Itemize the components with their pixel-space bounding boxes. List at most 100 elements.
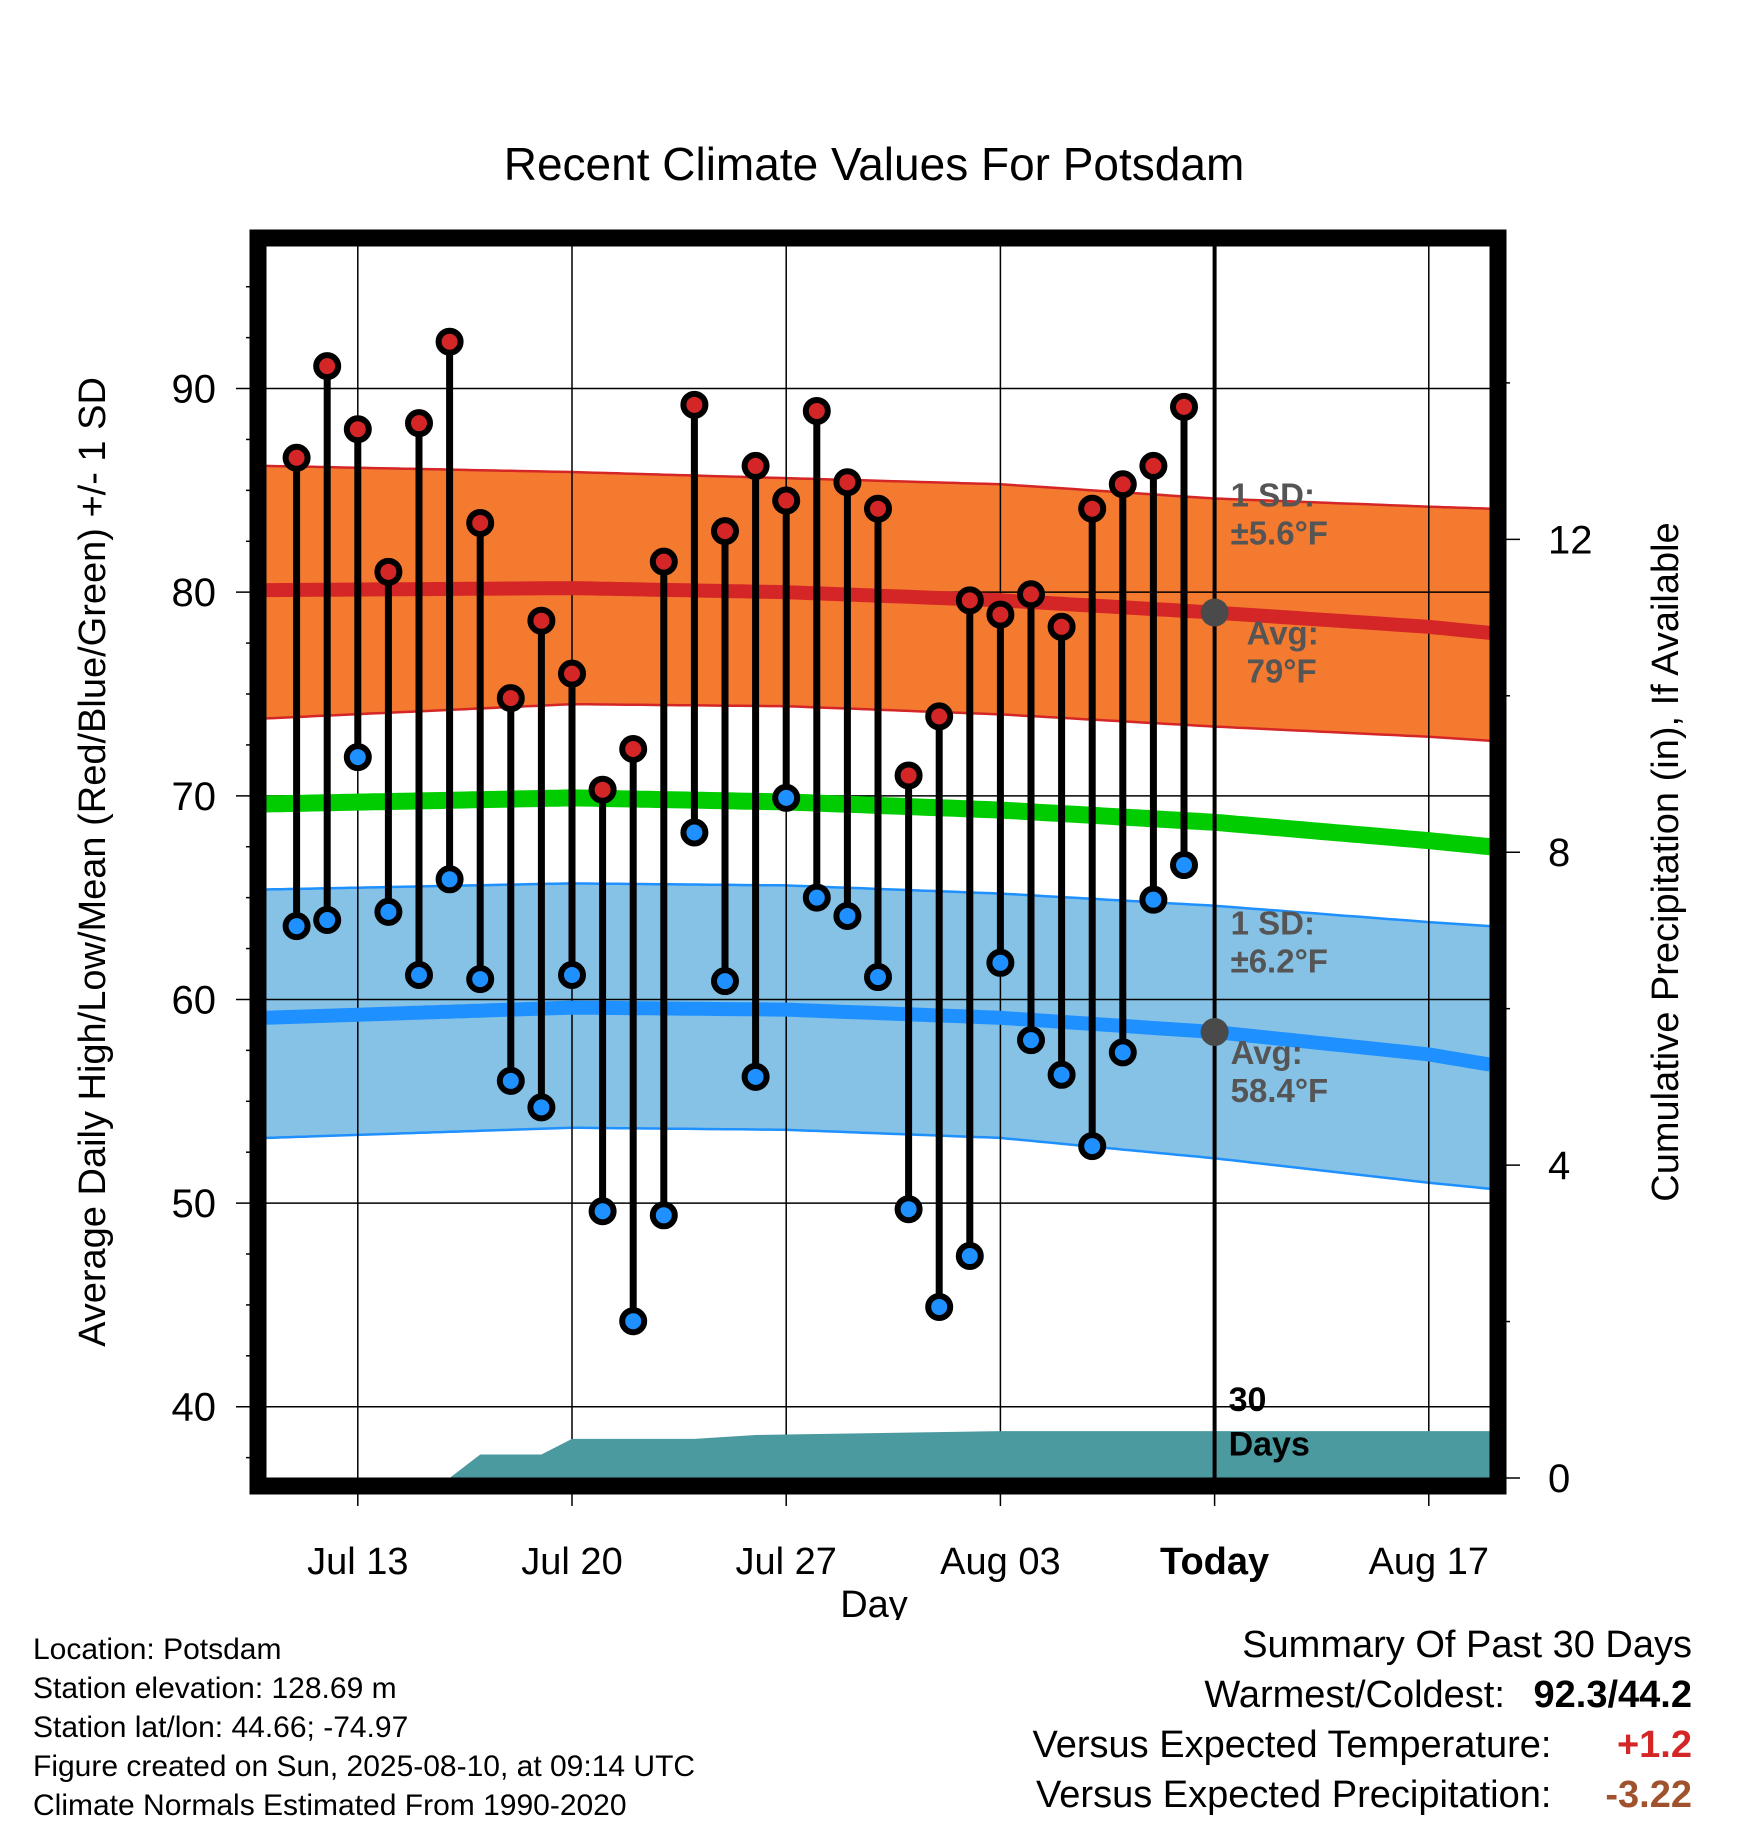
daily-low-point [802, 883, 831, 912]
daily-low-point [558, 961, 586, 990]
daily-high-point [772, 486, 801, 515]
daily-high-point [711, 517, 739, 546]
summary-precip: Versus Expected Precipitation: -3.22 [1033, 1770, 1692, 1820]
low-avg-label: Avg: [1231, 1034, 1303, 1071]
daily-high-point [1170, 392, 1198, 421]
daily-low-point [1078, 1132, 1107, 1161]
daily-low-point [711, 967, 739, 996]
daily-high-point [558, 659, 586, 688]
precip-value: -3.22 [1605, 1774, 1692, 1816]
today-high-avg-marker [1200, 598, 1229, 627]
y2-tick-label: 0 [1548, 1457, 1570, 1501]
x-tick-label: Jul 27 [735, 1541, 836, 1583]
daily-low-point [1017, 1026, 1045, 1055]
x-tick-label: Jul 20 [521, 1541, 622, 1583]
daily-low-point [1139, 885, 1168, 914]
y-tick-label: 80 [172, 571, 217, 615]
daily-high-point [649, 547, 678, 576]
daily-low-point [649, 1201, 678, 1230]
normals-text: Climate Normals Estimated From 1990-2020 [33, 1789, 627, 1822]
created-text: Figure created on Sun, 2025-08-10, at 09… [33, 1750, 696, 1783]
daily-low-point [833, 901, 862, 930]
daily-high-point [435, 327, 464, 356]
y2-tick-label: 8 [1548, 831, 1570, 875]
daily-low-point [1170, 851, 1198, 880]
daily-high-point [741, 451, 770, 480]
y-tick-label: 70 [172, 775, 217, 819]
daily-high-point [680, 390, 709, 419]
daily-high-point [527, 606, 556, 635]
high-avg-value: 79°F [1247, 653, 1317, 690]
warmest-value: 92.3 [1533, 1674, 1608, 1716]
low-avg-value: 58.4°F [1231, 1072, 1329, 1109]
daily-low-point [864, 963, 892, 992]
summary-panel: Summary Of Past 30 Days Warmest/Coldest:… [1033, 1620, 1692, 1820]
daily-high-point [1108, 470, 1137, 499]
daily-low-point [282, 912, 311, 941]
daily-low-point [1108, 1038, 1137, 1067]
daily-high-point [588, 775, 617, 804]
daily-low-point [496, 1066, 525, 1095]
today-low-avg-marker [1200, 1018, 1229, 1047]
daily-low-point [466, 965, 495, 994]
summary-temp: Versus Expected Temperature: +1.2 [1033, 1720, 1692, 1770]
daily-high-point [894, 761, 923, 790]
daily-high-point [374, 557, 403, 586]
low-sd-label: 1 SD: [1231, 904, 1315, 941]
daily-low-point [741, 1062, 770, 1091]
low-sd-value: ±6.2°F [1231, 942, 1328, 979]
y2-axis-title: Cumulative Precipitation (in), If Availa… [1645, 522, 1687, 1201]
daily-high-point [313, 352, 342, 381]
summary-title: Summary Of Past 30 Days [1242, 1624, 1692, 1666]
summary-warm-cold: Warmest/Coldest: 92.3/44.2 [1033, 1670, 1692, 1720]
daily-low-point [374, 897, 403, 926]
low-avg-line [266, 1000, 1490, 1072]
x-axis-title: Day [840, 1584, 908, 1620]
daily-low-point [955, 1242, 984, 1271]
y-tick-label: 40 [172, 1386, 217, 1430]
daily-high-point [405, 409, 433, 438]
daily-high-point [619, 734, 648, 763]
precip-label: Versus Expected Precipitation: [1036, 1774, 1552, 1816]
daily-high-point [833, 468, 862, 497]
high-avg-label: Avg: [1247, 615, 1319, 652]
daily-high-point [496, 684, 525, 713]
daily-high-point [343, 415, 372, 444]
daily-high-point [466, 508, 495, 537]
y-axis-title: Average Daily High/Low/Mean (Red/Blue/Gr… [72, 377, 114, 1347]
temp-label: Versus Expected Temperature: [1032, 1724, 1552, 1766]
days-label: Days [1229, 1426, 1310, 1464]
warm-cold-value: 92.3/44.2 [1533, 1674, 1693, 1716]
daily-low-point [986, 948, 1015, 977]
daily-high-point [1078, 494, 1107, 523]
daily-low-point [619, 1307, 648, 1336]
daily-low-point [772, 783, 801, 812]
daily-high-point [1139, 451, 1168, 480]
daily-high-point [925, 702, 954, 731]
daily-high-point [955, 586, 984, 615]
chart-title: Recent Climate Values For Potsdam [504, 138, 1245, 190]
daily-low-point [680, 818, 709, 847]
daily-low-point [1047, 1060, 1076, 1089]
daily-low-point [925, 1292, 954, 1321]
daily-low-point [405, 961, 433, 990]
temp-value: +1.2 [1616, 1724, 1692, 1766]
daily-low-point [527, 1093, 556, 1122]
precip-area [449, 1431, 1490, 1478]
daily-high-point [1047, 612, 1076, 641]
y-tick-label: 50 [172, 1182, 217, 1226]
x-tick-label: Aug 03 [940, 1541, 1060, 1583]
daily-low-point [313, 906, 342, 935]
high-sd-label: 1 SD: [1231, 477, 1315, 514]
station-info: Location: Potsdam Station elevation: 128… [33, 1630, 695, 1825]
daily-high-point [1017, 580, 1045, 609]
low-sd-lower-line [266, 1126, 1490, 1191]
climate-chart: Recent Climate Values For Potsdam 1 SD:±… [72, 138, 1687, 1620]
days-count-label: 30 [1229, 1381, 1267, 1419]
daily-low-point [894, 1195, 923, 1224]
daily-high-point [986, 600, 1015, 629]
daily-low-point [343, 743, 372, 772]
latlon-text: Station lat/lon: 44.66; -74.97 [33, 1711, 409, 1744]
x-tick-label: Today [1160, 1541, 1269, 1583]
location-text: Location: Potsdam [33, 1633, 282, 1666]
